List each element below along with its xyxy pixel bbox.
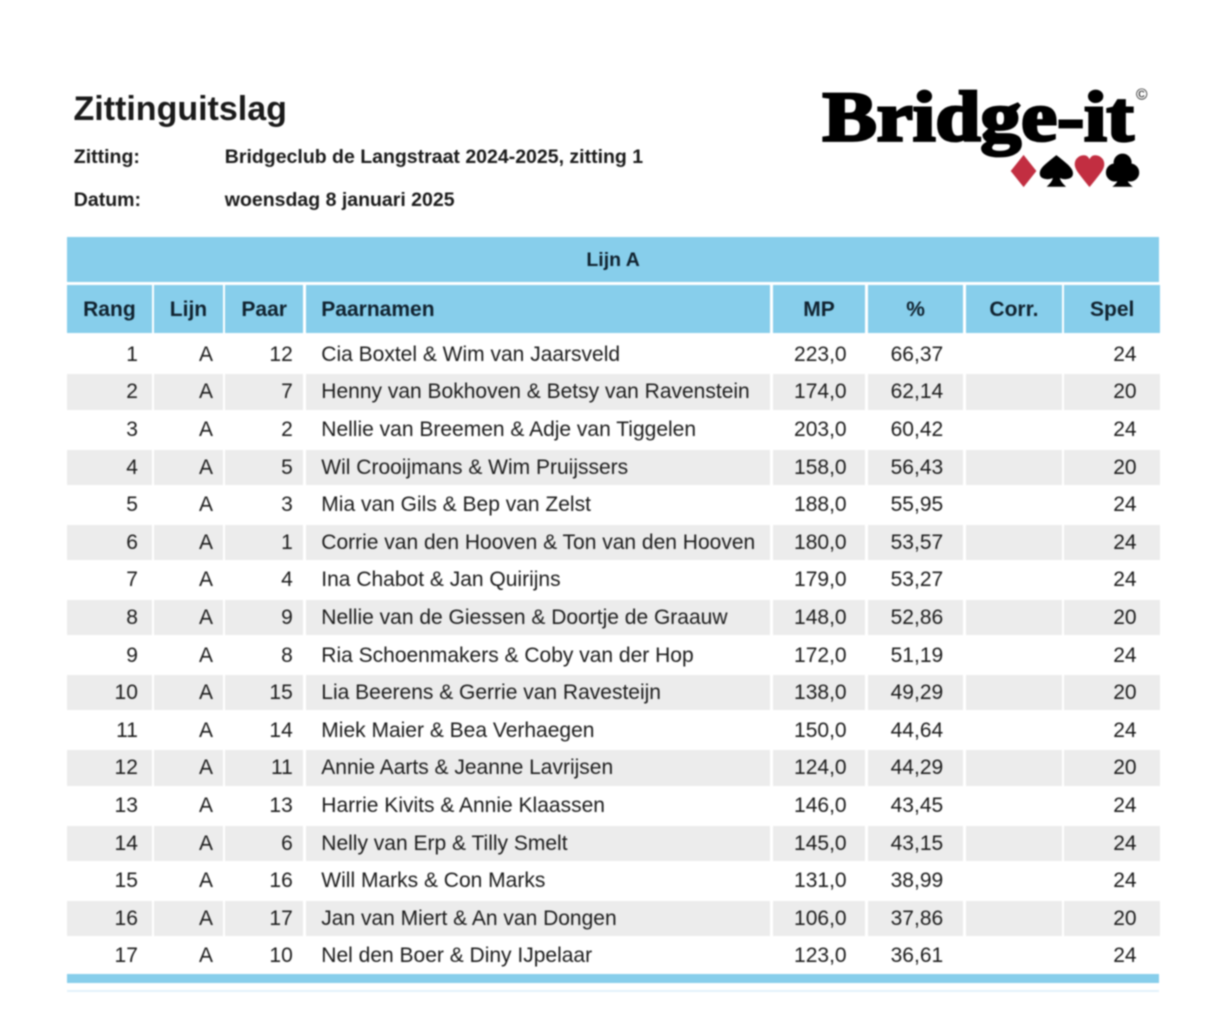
svg-text:Bridge-it: Bridge-it [823, 80, 1135, 157]
svg-text:©: © [1136, 87, 1148, 104]
